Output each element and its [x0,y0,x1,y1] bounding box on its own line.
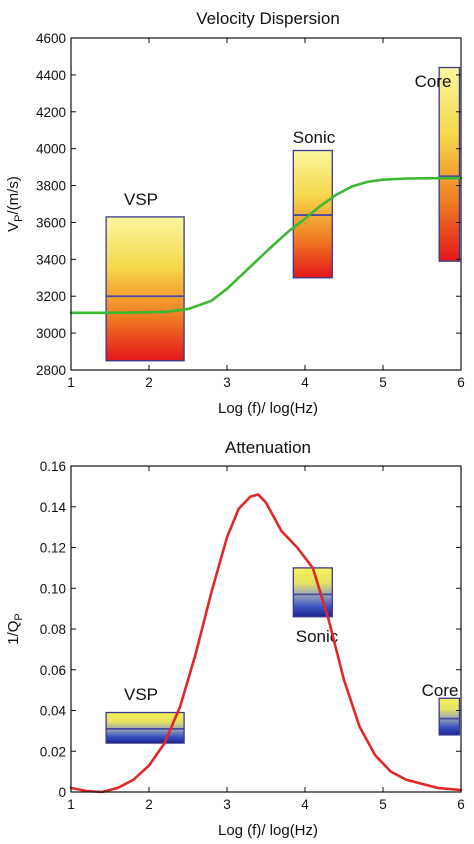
attenuation-x-tick-label: 1 [67,797,75,812]
velocity-y-tick-label: 4400 [36,68,66,83]
velocity-range-box-core [438,66,461,262]
attenuation-range-box-core [438,697,461,736]
velocity-range-box-sonic [292,149,333,279]
velocity-range-label-vsp: VSP [124,190,158,209]
velocity-y-tick-label: 3800 [36,179,66,194]
attenuation-chart: VSP Sonic Core 1 2 3 4 5 6 0 0.02 0.04 0.06 0.08 0.10 0… [5,438,465,839]
velocity-y-tick-label: 3600 [36,215,66,230]
attenuation-x-tick-label: 2 [145,797,153,812]
attenuation-chart-title: Attenuation [225,438,311,457]
velocity-range-box-vsp [105,216,185,362]
attenuation-y-tick-label: 0.04 [40,704,67,719]
velocity-dispersion-chart: VSP Sonic Core 1 2 3 4 5 6 2800 3000 3200 3400 3600 38… [5,9,465,417]
attenuation-x-tick-label: 4 [301,797,309,812]
velocity-x-tick-label: 2 [145,375,153,390]
velocity-y-tick-label: 2800 [36,363,66,378]
attenuation-y-tick-label: 0.06 [40,663,66,678]
attenuation-x-tick-label: 6 [457,797,465,812]
attenuation-x-tick-label: 3 [223,797,231,812]
velocity-x-axis-label: Log (f)/ log(Hz) [218,400,318,417]
attenuation-series-line-0 [69,493,463,794]
velocity-y-tick-label: 4000 [36,142,66,157]
velocity-range-label-core: Core [415,72,452,91]
velocity-y-tick-label: 4600 [36,31,66,46]
attenuation-y-tick-label: 0.12 [40,541,66,556]
attenuation-y-tick-label: 0.02 [40,744,66,759]
velocity-x-tick-label: 4 [301,375,309,390]
attenuation-y-tick-label: 0.16 [40,459,66,474]
attenuation-range-label-vsp: VSP [124,685,158,704]
attenuation-y-tick-label: 0.10 [40,581,66,596]
velocity-plot-frame [70,37,462,371]
velocity-x-tick-label: 5 [379,375,387,390]
velocity-range-label-sonic: Sonic [293,128,336,147]
velocity-x-tick-label: 6 [457,375,465,390]
velocity-y-tick-label: 3000 [36,326,66,341]
velocity-chart-title: Velocity Dispersion [196,9,340,28]
attenuation-x-tick-label: 5 [379,797,387,812]
velocity-x-tick-label: 1 [67,375,75,390]
velocity-y-tick-label: 4200 [36,105,66,120]
velocity-x-tick-label: 3 [223,375,231,390]
attenuation-y-tick-label: 0.08 [40,622,66,637]
attenuation-y-tick-label: 0.14 [40,500,67,515]
velocity-y-tick-label: 3400 [36,252,66,267]
attenuation-range-label-core: Core [422,681,459,700]
velocity-series-line-0 [69,176,463,315]
attenuation-x-axis-label: Log (f)/ log(Hz) [218,822,318,839]
attenuation-y-axis-label: 1/QP [5,613,25,645]
attenuation-range-label-sonic: Sonic [296,627,339,646]
velocity-y-tick-label: 3200 [36,289,66,304]
velocity-y-axis-label: VP/(m/s) [5,176,25,232]
attenuation-y-tick-label: 0 [58,785,66,800]
